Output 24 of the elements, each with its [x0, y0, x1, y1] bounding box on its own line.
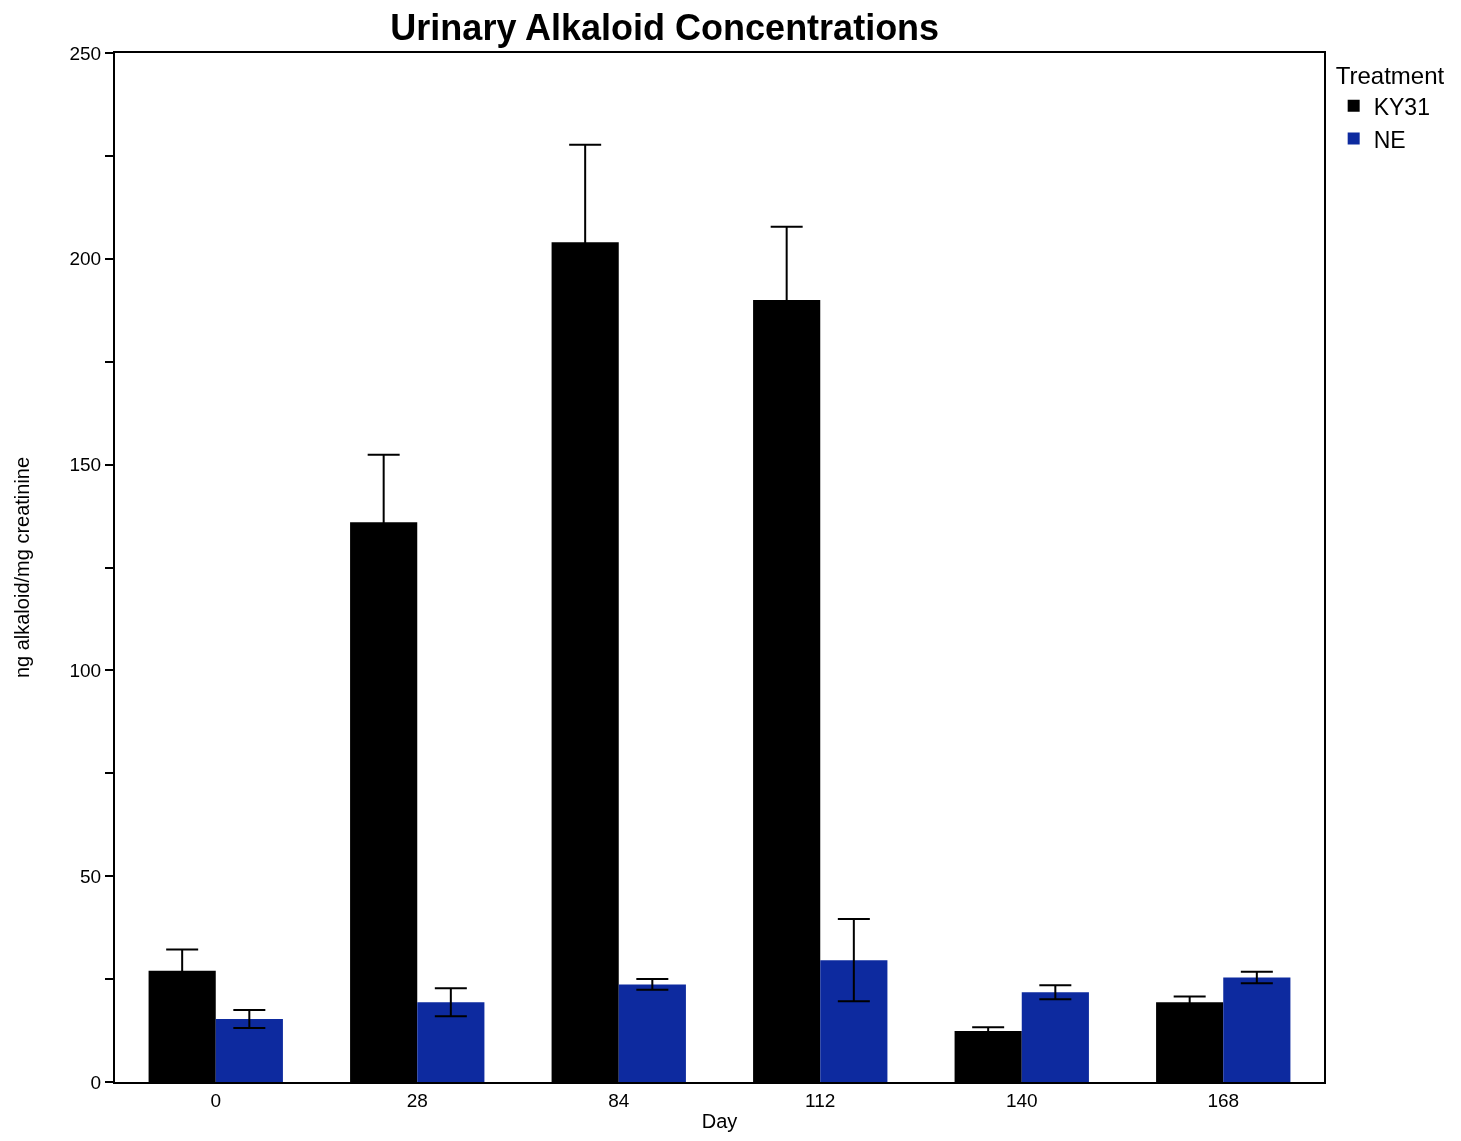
bar [215, 1019, 283, 1082]
x-tick-label: 112 [805, 1089, 836, 1111]
y-tick-label: 50 [80, 865, 102, 887]
y-tick-label: 150 [69, 454, 102, 476]
y-tick-label: 0 [90, 1071, 102, 1093]
x-axis-title: Day [701, 1109, 738, 1132]
bar [820, 960, 888, 1082]
legend-title: Treatment [1335, 62, 1445, 90]
y-axis-title: ng alkaloid/mg creatinine [11, 456, 34, 679]
legend-label: KY31 [1373, 93, 1430, 120]
x-tick-label: 84 [608, 1089, 630, 1111]
y-tick-label: 200 [69, 248, 102, 270]
y-tick-label: 100 [69, 660, 102, 682]
x-tick-label: 28 [406, 1089, 428, 1111]
x-tick-label: 168 [1207, 1089, 1240, 1111]
x-tick-label: 0 [210, 1089, 222, 1111]
y-tick-label: 250 [69, 42, 102, 64]
x-tick-label: 140 [1005, 1089, 1038, 1111]
legend-label: NE [1373, 126, 1406, 153]
bar [1021, 992, 1089, 1082]
bar [1223, 977, 1291, 1082]
bar [618, 984, 686, 1082]
chart-title: Urinary Alkaloid Concentrations [390, 6, 940, 48]
bar [417, 1002, 485, 1082]
